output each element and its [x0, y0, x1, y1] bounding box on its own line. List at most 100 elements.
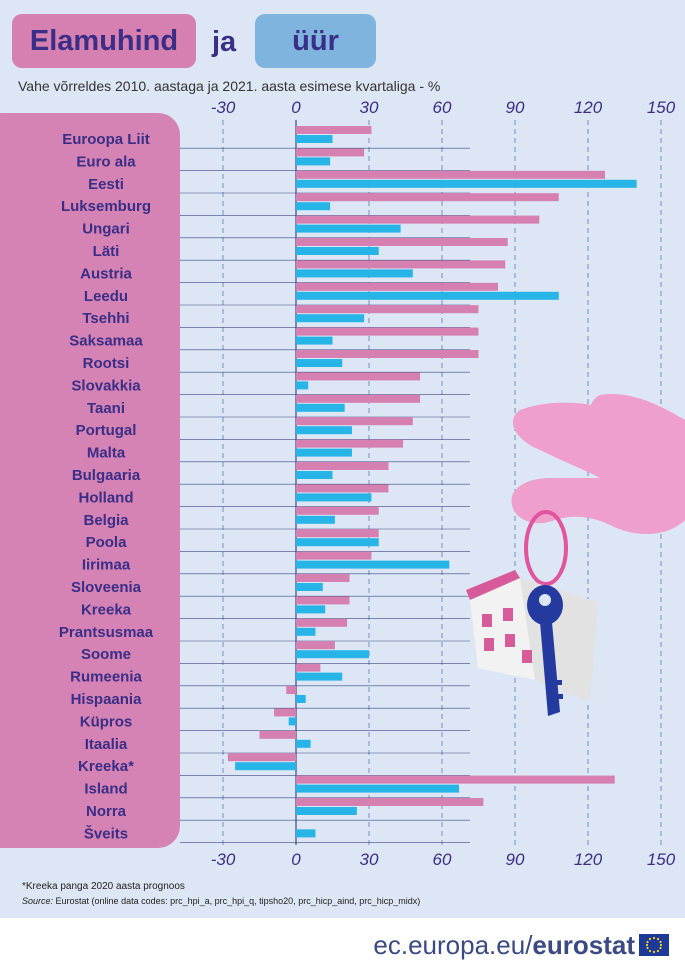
- bar-house-price: [296, 193, 559, 202]
- source-label: Source:: [22, 896, 54, 906]
- country-label: Eesti: [88, 176, 124, 193]
- country-label: Rootsi: [83, 355, 130, 372]
- bar-rent: [296, 807, 357, 815]
- bar-rent: [296, 448, 352, 457]
- country-label: Prantsusmaa: [59, 624, 154, 641]
- x-tick-label: 120: [574, 98, 603, 117]
- country-label: Leedu: [84, 288, 128, 305]
- country-label: Sloveenia: [71, 579, 142, 596]
- country-label: Portugal: [76, 422, 137, 439]
- country-label: Bulgaaria: [72, 467, 141, 484]
- country-label: Küpros: [80, 713, 133, 730]
- x-tick-label: 90: [506, 850, 525, 869]
- title-house-prices: Elamuhind: [12, 14, 196, 68]
- bar-house-price: [259, 730, 296, 739]
- bar-house-price: [286, 686, 296, 694]
- bar-house-price: [296, 439, 404, 448]
- bar-house-price: [296, 484, 389, 493]
- chart-subtitle: Vahe võrreldes 2010. aastaga ja 2021. aa…: [18, 78, 441, 94]
- source-note: Source: Eurostat (online data codes: prc…: [22, 896, 420, 906]
- country-label: Šveits: [84, 824, 128, 842]
- bar-rent: [296, 695, 306, 703]
- country-label: Ungari: [82, 221, 130, 238]
- bar-rent: [296, 471, 333, 479]
- bar-rent: [296, 784, 460, 793]
- bar-rent: [296, 269, 413, 278]
- bar-rent: [288, 717, 296, 726]
- bar-house-price: [296, 417, 413, 426]
- eurostat-brand[interactable]: ec.europa.eu/eurostat: [373, 930, 635, 961]
- x-tick-label: 150: [647, 850, 676, 869]
- country-label: Iirimaa: [82, 557, 131, 574]
- bar-rent: [296, 583, 323, 591]
- country-label: Itaalia: [85, 736, 128, 753]
- bar-rent: [296, 247, 379, 255]
- source-text: Eurostat (online data codes: prc_hpi_a, …: [53, 896, 421, 906]
- x-tick-label: -30: [211, 98, 236, 117]
- country-label: Malta: [87, 445, 126, 462]
- bar-rent: [296, 426, 352, 435]
- country-labels: Euroopa Liit Euro ala Eesti Luksemburg Ungar…: [59, 131, 154, 842]
- country-label: Slovakkia: [71, 377, 141, 394]
- eu-flag-icon: [639, 934, 669, 956]
- brand-prefix: ec.europa.eu/: [373, 930, 533, 960]
- bar-house-price: [296, 618, 348, 627]
- key-ring: [524, 510, 568, 586]
- bar-house-price: [296, 663, 321, 672]
- country-label: Läti: [93, 243, 120, 260]
- bar-rent: [296, 627, 316, 636]
- bar-house-price: [296, 282, 498, 291]
- bar-house-price: [296, 372, 421, 381]
- bar-rent: [235, 762, 296, 771]
- x-tick-label: 90: [506, 98, 525, 117]
- bar-rent: [296, 179, 637, 188]
- bar-house-price: [227, 753, 296, 762]
- x-tick-label: 30: [360, 98, 379, 117]
- title-connector: ja: [212, 26, 237, 58]
- x-tick-label: 60: [433, 850, 452, 869]
- bar-rent: [296, 381, 309, 390]
- bar-house-price: [296, 148, 365, 157]
- title-rents: üür: [255, 14, 376, 68]
- bar-house-price: [296, 506, 379, 515]
- x-tick-label: 150: [647, 98, 676, 117]
- country-label: Kreeka*: [78, 758, 134, 775]
- bar-house-price: [274, 708, 296, 717]
- country-label: Belgia: [83, 512, 129, 529]
- country-label: Island: [84, 781, 127, 798]
- bar-rent: [296, 672, 343, 681]
- row-separators: [180, 147, 470, 843]
- country-label: Kreeka: [81, 601, 132, 618]
- country-label: Luksemburg: [61, 198, 151, 215]
- country-label: Rumeenia: [70, 669, 142, 686]
- bar-rent: [296, 493, 372, 502]
- bar-rent: [296, 650, 369, 659]
- bar-rent: [296, 202, 331, 211]
- bar-rent: [296, 336, 333, 345]
- bar-house-price: [296, 798, 484, 806]
- bar-rent: [296, 224, 401, 233]
- country-label: Hispaania: [71, 691, 143, 708]
- axis-ticks: -30 -30 0 0 30 30 60 60 90 90 120 120 150 150: [211, 98, 676, 869]
- country-label: Soome: [81, 646, 131, 663]
- brand-name: eurostat: [532, 930, 635, 960]
- bar-rent: [296, 403, 345, 412]
- bar-house-price: [296, 126, 372, 134]
- x-tick-label: 30: [360, 850, 379, 869]
- bar-house-price: [296, 596, 350, 605]
- bar-house-price: [296, 574, 350, 582]
- country-label: Saksamaa: [69, 333, 143, 350]
- bar-chart: Euroopa Liit Euro ala Eesti Luksemburg Ungar…: [0, 98, 685, 869]
- country-label-panel: [0, 113, 180, 848]
- bar-house-price: [296, 551, 372, 560]
- country-label: Euroopa Liit: [62, 131, 150, 148]
- bar-house-price: [296, 327, 479, 336]
- bar-house-price: [296, 305, 479, 314]
- key-icon: [527, 585, 563, 716]
- country-label: Norra: [86, 803, 127, 820]
- bar-rent: [296, 515, 335, 524]
- x-tick-label: -30: [211, 850, 236, 869]
- bar-rent: [296, 829, 316, 838]
- bar-house-price: [296, 215, 540, 224]
- bar-rent: [296, 605, 326, 614]
